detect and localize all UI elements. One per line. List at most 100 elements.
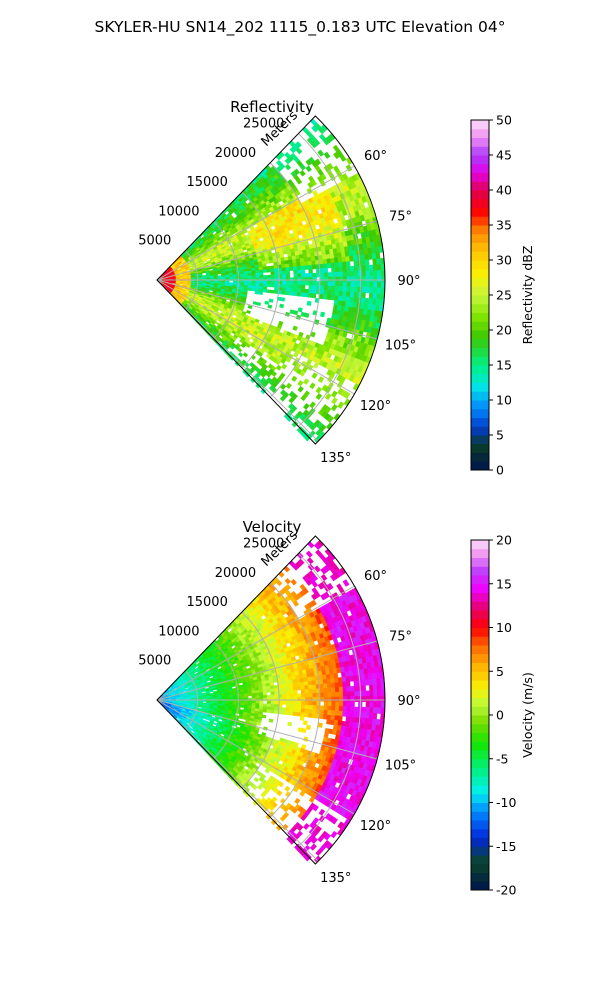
field-cell xyxy=(247,275,253,279)
field-cell xyxy=(320,696,325,702)
colorbar-tick-label: 35 xyxy=(496,218,512,233)
field-cell xyxy=(304,693,310,698)
field-cell xyxy=(331,267,336,273)
field-cell xyxy=(308,281,313,286)
field-cell xyxy=(300,689,306,694)
field-cell xyxy=(273,290,279,294)
field-cell xyxy=(266,274,272,279)
field-cell xyxy=(179,277,184,279)
field-cell xyxy=(289,700,294,705)
field-cell xyxy=(334,295,339,301)
field-cell xyxy=(301,693,306,698)
field-cell xyxy=(262,283,268,287)
field-cell xyxy=(293,689,298,695)
field-cell xyxy=(354,706,359,713)
field-cell xyxy=(281,287,287,292)
field-cell xyxy=(350,686,355,692)
field-cell xyxy=(242,352,249,358)
field-cell xyxy=(369,276,374,283)
field-cell xyxy=(255,689,260,694)
field-cell xyxy=(323,692,329,698)
field-cell xyxy=(334,677,339,684)
colorbar-swatch xyxy=(471,391,489,401)
range-tick-label: 20000 xyxy=(215,146,256,161)
colorbar-tick-label: 45 xyxy=(496,148,512,163)
colorbar-swatch xyxy=(471,330,489,340)
field-cell xyxy=(282,280,287,285)
field-cell xyxy=(338,686,344,693)
azimuth-tick-label: 135° xyxy=(320,451,351,466)
field-cell xyxy=(376,707,382,714)
field-cell xyxy=(303,261,309,267)
field-cell xyxy=(292,325,298,331)
field-cell xyxy=(232,696,237,699)
field-cell xyxy=(319,285,325,291)
colorbar-tick-label: 20 xyxy=(496,323,512,338)
colorbar-swatch xyxy=(471,365,489,375)
field-cell xyxy=(247,693,253,697)
field-cell xyxy=(247,280,253,284)
field-cell xyxy=(330,678,335,684)
field-cell xyxy=(361,690,367,697)
field-cell xyxy=(308,285,313,290)
field-cell xyxy=(335,276,340,282)
field-cell xyxy=(300,292,305,297)
field-cell xyxy=(297,379,304,387)
field-cell xyxy=(354,286,359,293)
field-cell xyxy=(335,271,340,278)
field-cell xyxy=(221,696,226,700)
field-cell xyxy=(365,264,370,272)
field-cell xyxy=(361,679,366,686)
field-cell xyxy=(331,390,338,398)
field-cell xyxy=(331,285,336,292)
field-cell xyxy=(297,307,303,313)
field-cell xyxy=(331,696,336,702)
colorbar-swatch xyxy=(471,321,489,331)
colorbar-swatch xyxy=(471,163,489,173)
field-cell xyxy=(288,683,294,688)
field-cell xyxy=(304,265,309,270)
field-cell xyxy=(289,284,294,289)
field-cell xyxy=(296,262,301,267)
field-cell xyxy=(285,687,290,692)
colorbar-swatch xyxy=(471,242,489,252)
field-cell xyxy=(266,688,271,693)
field-cell xyxy=(297,277,302,282)
field-cell xyxy=(295,258,301,264)
field-cell xyxy=(377,695,382,703)
field-cell xyxy=(350,706,355,713)
field-cell xyxy=(365,701,370,708)
field-cell xyxy=(251,690,256,694)
field-cell xyxy=(281,267,287,272)
field-cell xyxy=(304,312,310,318)
field-cell xyxy=(284,163,292,171)
field-cell xyxy=(339,696,344,702)
field-cell xyxy=(240,700,245,704)
field-cell xyxy=(285,273,291,278)
field-cell xyxy=(369,287,374,294)
field-cell xyxy=(270,694,275,699)
colorbar-tick-label: 30 xyxy=(496,253,512,268)
field-cell xyxy=(258,689,264,694)
field-cell xyxy=(323,281,329,287)
field-cell xyxy=(297,693,302,698)
colorbar-swatch xyxy=(471,373,489,383)
field-cell xyxy=(244,280,249,284)
field-cell xyxy=(377,701,382,709)
field-cell xyxy=(345,681,351,687)
field-cell xyxy=(273,264,279,269)
field-cell xyxy=(267,304,273,309)
field-cell xyxy=(368,679,374,686)
field-cell xyxy=(327,705,332,711)
field-cell xyxy=(303,378,310,385)
field-cell xyxy=(285,704,291,709)
field-cell xyxy=(306,300,312,306)
field-cell xyxy=(354,271,359,277)
field-cell xyxy=(270,280,276,285)
field-cell xyxy=(285,700,291,705)
field-cell xyxy=(266,700,272,705)
field-cell xyxy=(292,266,298,271)
field-cell xyxy=(270,268,275,273)
field-cell xyxy=(312,705,317,710)
field-cell xyxy=(322,294,328,300)
